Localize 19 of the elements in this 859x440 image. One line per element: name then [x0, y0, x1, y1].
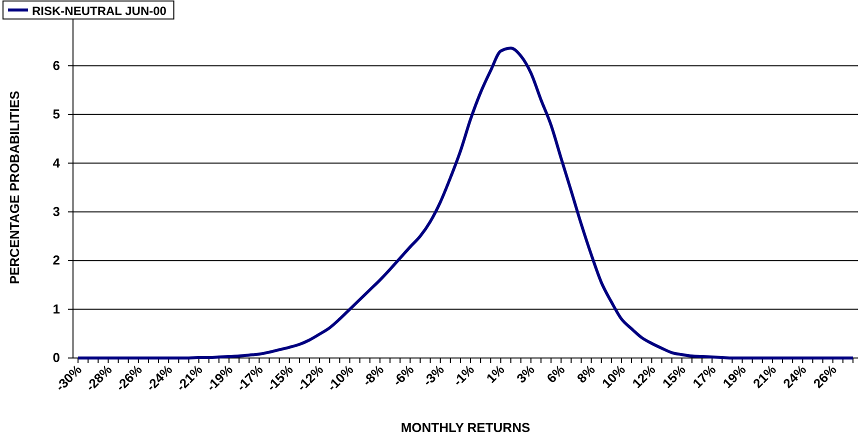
x-tick-label: -8%	[360, 362, 387, 389]
y-tick-label: 6	[52, 58, 60, 73]
y-tick-label: 0	[52, 350, 60, 366]
line-series	[76, 46, 854, 360]
x-tick-label: -6%	[390, 362, 418, 389]
y-tick-label: 5	[52, 106, 60, 122]
y-tick-label: 4	[52, 155, 61, 170]
x-tick-label: 3%	[514, 362, 538, 386]
y-axis-title: PERCENTAGE PROBABILITIES	[7, 90, 22, 284]
y-tick-label: 3	[52, 204, 60, 220]
legend-label: RISK-NEUTRAL JUN-00	[32, 4, 167, 18]
y-tick-label: 2	[52, 252, 60, 268]
y-tick-label: 1	[52, 301, 60, 316]
x-tick-label: -3%	[420, 362, 448, 389]
x-tick-label: 6%	[544, 362, 568, 386]
x-tick-label: 8%	[574, 362, 598, 386]
x-tick-label: 1%	[483, 362, 508, 386]
x-axis-title: MONTHLY RETURNS	[400, 420, 530, 435]
x-tick-label: -1%	[450, 362, 478, 389]
